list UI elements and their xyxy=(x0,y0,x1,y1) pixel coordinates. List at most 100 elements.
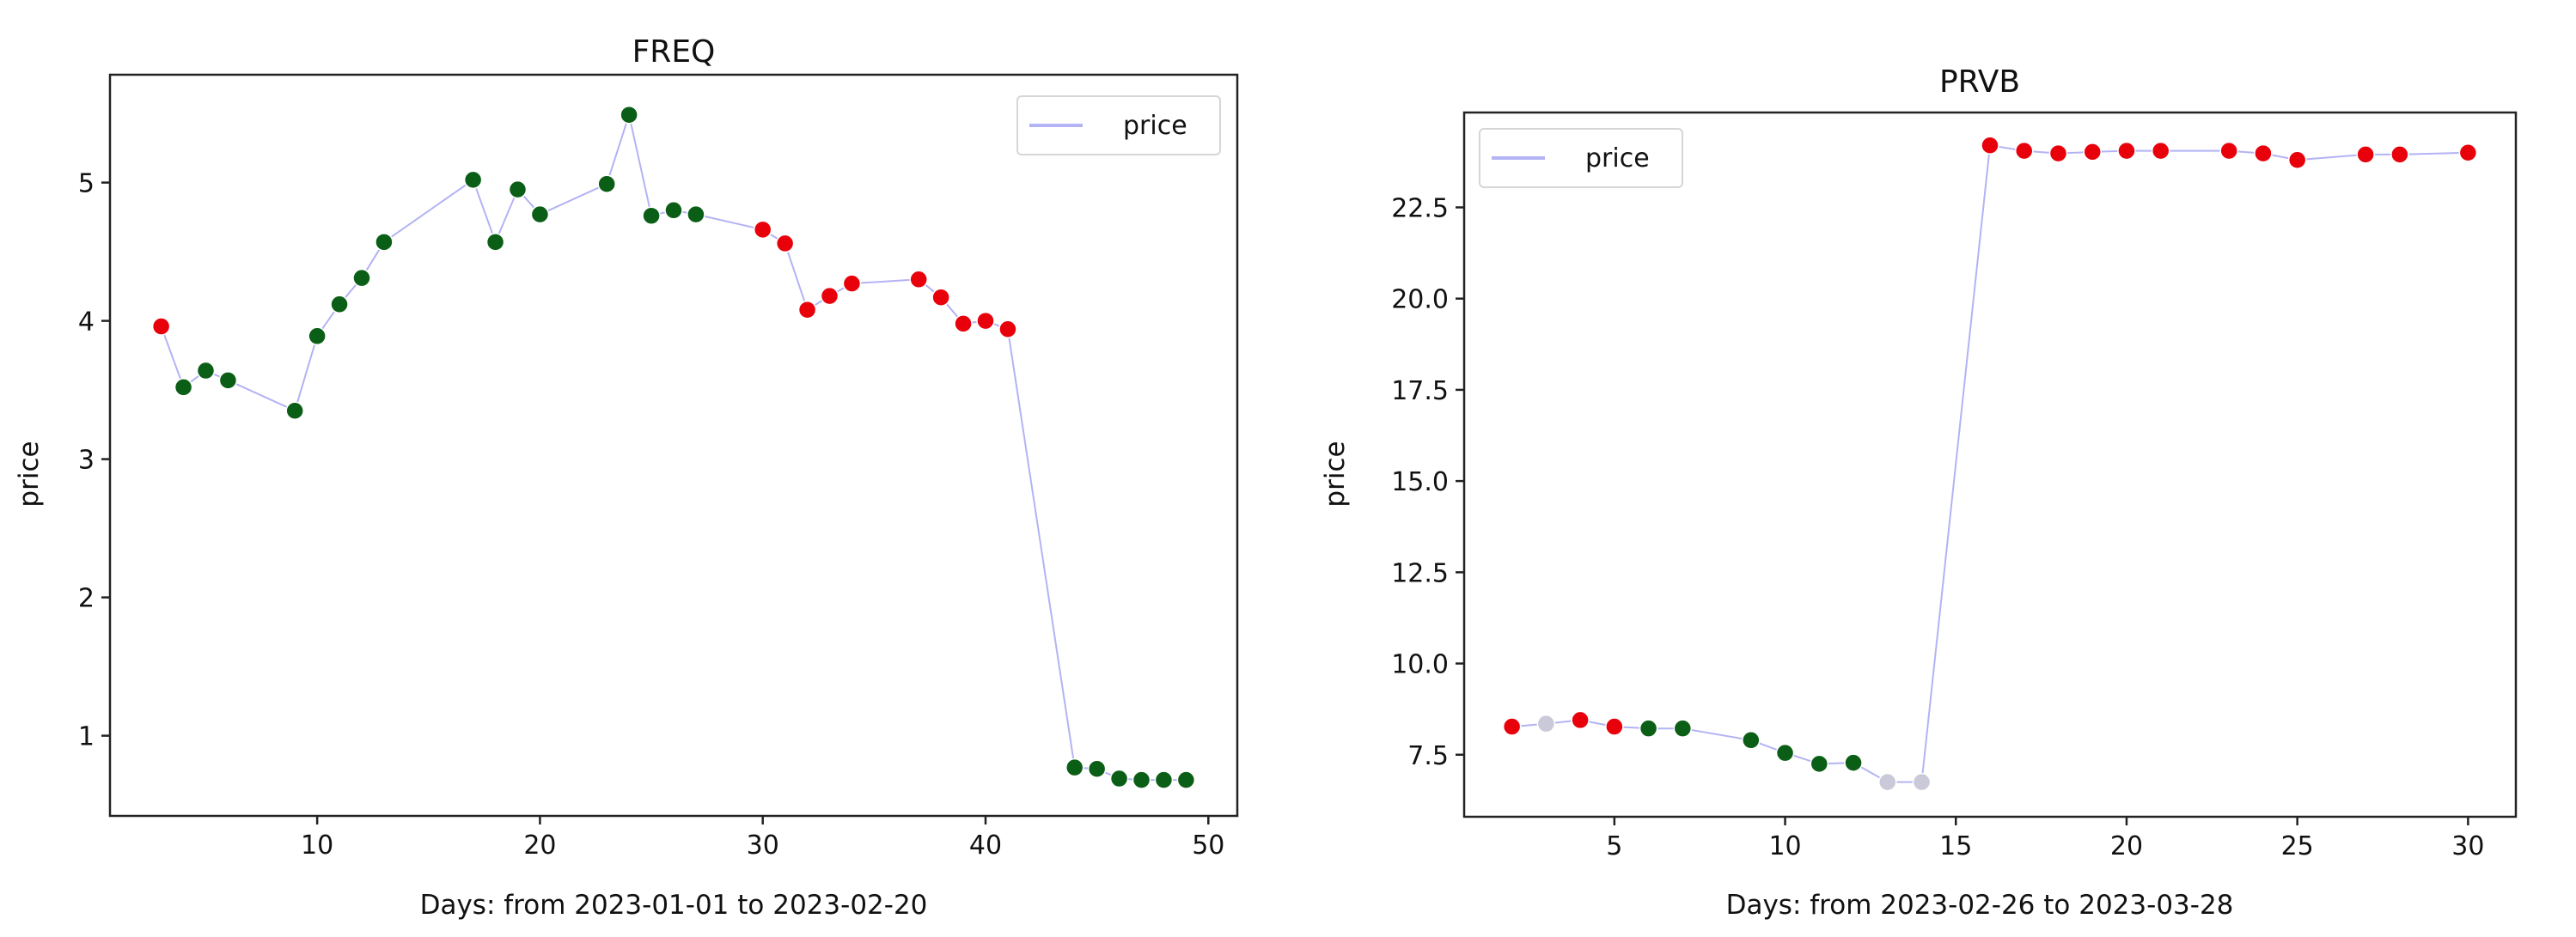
data-point-green xyxy=(1154,770,1174,789)
y-tick-label: 12.5 xyxy=(1391,558,1449,588)
y-axis-label: price xyxy=(1320,441,1351,507)
data-point-grey xyxy=(1912,772,1932,792)
data-point-red xyxy=(820,286,839,306)
data-point-green xyxy=(597,174,616,193)
x-tick-label: 25 xyxy=(2281,831,2314,861)
x-tick-label: 10 xyxy=(301,831,333,861)
legend-label: price xyxy=(1585,143,1650,173)
data-point-red xyxy=(2287,150,2307,169)
data-point-red xyxy=(2356,145,2375,164)
plot-frame xyxy=(1462,111,2518,818)
x-tick-label: 10 xyxy=(1768,831,1801,861)
data-point-green xyxy=(642,206,661,225)
data-point-green xyxy=(530,204,550,224)
data-point-green xyxy=(463,170,483,190)
x-tick-label: 30 xyxy=(747,831,779,861)
legend-label: price xyxy=(1123,111,1187,141)
data-point-red xyxy=(2117,141,2136,161)
y-tick-label: 22.5 xyxy=(1391,193,1449,223)
data-point-green xyxy=(508,179,528,199)
data-point-green xyxy=(196,361,216,380)
x-tick-label: 20 xyxy=(2110,831,2143,861)
legend-box xyxy=(1016,95,1221,155)
data-point-green xyxy=(218,371,238,390)
y-axis-label: price xyxy=(14,441,45,507)
data-point-red xyxy=(1502,717,1522,736)
data-point-grey xyxy=(1878,772,1897,792)
y-tick-label: 10.0 xyxy=(1391,650,1449,680)
data-point-green xyxy=(352,268,371,288)
data-point-red xyxy=(775,234,795,253)
plot-frame xyxy=(108,73,1239,818)
ticks-layer: 5 10 15 20 25 30 7.5 10.0 12.5 15.0 17.5 20.0 22.5 xyxy=(1391,193,2484,861)
data-point-red xyxy=(753,220,772,240)
x-tick-label: 30 xyxy=(2451,831,2484,861)
data-point-green xyxy=(375,233,394,252)
data-point-red xyxy=(2219,141,2238,161)
y-tick-label: 5 xyxy=(78,169,95,199)
data-point-green xyxy=(330,295,349,314)
data-point-green xyxy=(1176,770,1196,789)
data-point-red xyxy=(2083,143,2102,161)
data-point-red xyxy=(998,319,1017,339)
data-point-red xyxy=(2458,143,2478,162)
price-series-line xyxy=(160,113,1187,782)
data-point-green xyxy=(687,204,705,224)
data-point-red xyxy=(2014,141,2034,161)
x-tick-label: 50 xyxy=(1192,831,1224,861)
legend: price xyxy=(1016,95,1221,155)
y-tick-label: 15.0 xyxy=(1391,467,1449,497)
data-point-red xyxy=(909,270,928,289)
x-tick-label: 5 xyxy=(1606,831,1622,861)
chart-prvb: PRVB Days: from 2023-02-26 to 2023-03-28… xyxy=(1320,64,2518,921)
x-axis-label: Days: from 2023-01-01 to 2023-02-20 xyxy=(420,890,928,921)
data-point-red xyxy=(931,288,950,307)
data-point-green xyxy=(285,401,304,420)
data-point-red xyxy=(2048,143,2068,163)
y-tick-label: 17.5 xyxy=(1391,376,1449,406)
data-point-red xyxy=(1605,717,1624,736)
legend-box xyxy=(1479,128,1683,188)
data-point-green xyxy=(1673,719,1693,738)
chart-freq: FREQ Days: from 2023-01-01 to 2023-02-20… xyxy=(14,34,1239,921)
data-point-green xyxy=(308,326,327,346)
data-point-green xyxy=(1087,759,1107,779)
series-layer xyxy=(1502,136,2478,792)
y-tick-label: 7.5 xyxy=(1407,741,1449,771)
legend: price xyxy=(1479,128,1683,188)
data-point-green xyxy=(1639,719,1658,738)
data-point-green xyxy=(664,201,683,220)
data-point-red xyxy=(842,274,862,293)
price-series-line xyxy=(1511,144,2469,783)
data-point-red xyxy=(976,311,995,331)
data-point-red xyxy=(954,314,973,333)
x-tick-label: 20 xyxy=(523,831,556,861)
x-axis-label: Days: from 2023-02-26 to 2023-03-28 xyxy=(1726,890,2234,921)
data-point-red xyxy=(151,317,171,336)
data-point-red xyxy=(797,300,817,319)
y-tick-label: 4 xyxy=(78,307,95,338)
chart-title: FREQ xyxy=(632,34,716,70)
data-point-green xyxy=(1742,731,1761,750)
data-point-green xyxy=(1844,753,1863,772)
y-tick-label: 20.0 xyxy=(1391,285,1449,315)
data-point-red xyxy=(2254,143,2273,163)
data-point-green xyxy=(1065,758,1084,777)
y-tick-label: 1 xyxy=(78,722,95,752)
data-point-green xyxy=(1109,769,1129,788)
data-point-green xyxy=(485,233,505,252)
x-tick-label: 40 xyxy=(969,831,1002,861)
x-tick-label: 15 xyxy=(1939,831,1972,861)
data-point-green xyxy=(1775,743,1795,763)
chart-title: PRVB xyxy=(1939,64,2020,100)
data-point-red xyxy=(2390,145,2409,164)
data-point-green xyxy=(1810,754,1829,774)
data-point-green xyxy=(174,378,193,397)
data-point-green xyxy=(1132,770,1151,789)
data-point-red xyxy=(2151,141,2170,161)
series-layer xyxy=(151,105,1196,789)
data-point-red xyxy=(1981,136,1999,155)
y-tick-label: 3 xyxy=(78,446,95,476)
